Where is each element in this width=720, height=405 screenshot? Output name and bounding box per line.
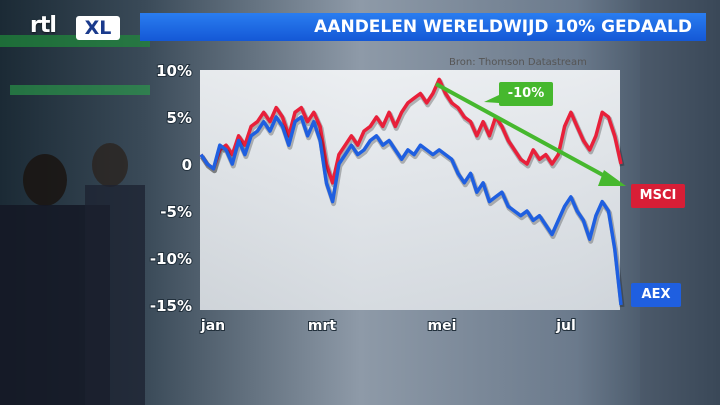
x-tick-label: mei bbox=[428, 318, 457, 334]
series-line-msci bbox=[199, 77, 623, 185]
y-tick-label: 5% bbox=[167, 109, 192, 127]
y-tick-label: -10% bbox=[150, 250, 192, 268]
y-tick-label: -5% bbox=[160, 203, 192, 221]
person-silhouette bbox=[23, 154, 67, 206]
series-line-aex bbox=[199, 115, 623, 306]
trend-arrow-head bbox=[598, 170, 626, 186]
logo-rtl-text: rtl bbox=[30, 13, 57, 38]
plot-panel bbox=[200, 70, 620, 310]
aex-label: AEX bbox=[631, 283, 681, 307]
trend-label: -10% bbox=[499, 82, 553, 106]
person-silhouette bbox=[92, 143, 128, 187]
chart-title: AANDELEN WERELDWIJD 10% GEDAALD bbox=[314, 17, 692, 37]
y-tick-label: 10% bbox=[156, 62, 192, 80]
msci-label: MSCI bbox=[631, 184, 685, 208]
ticker-strip bbox=[10, 85, 150, 95]
trend-label-pointer bbox=[484, 95, 499, 103]
y-tick-label: 0 bbox=[182, 156, 192, 174]
y-tick-label: -15% bbox=[150, 297, 192, 315]
rtl-xl-logo: rtl XL bbox=[30, 13, 122, 43]
trend-arrow bbox=[435, 82, 613, 182]
person-silhouette bbox=[85, 185, 145, 405]
x-tick-label: mrt bbox=[308, 318, 336, 334]
source-note: Bron: Thomson Datastream bbox=[449, 57, 587, 68]
series-shadow-msci bbox=[199, 78, 625, 188]
x-tick-label: jul bbox=[555, 318, 576, 334]
logo-xl-text: XL bbox=[76, 16, 120, 40]
title-bar: AANDELEN WERELDWIJD 10% GEDAALD bbox=[140, 13, 706, 41]
x-tick-label: jan bbox=[200, 318, 225, 334]
